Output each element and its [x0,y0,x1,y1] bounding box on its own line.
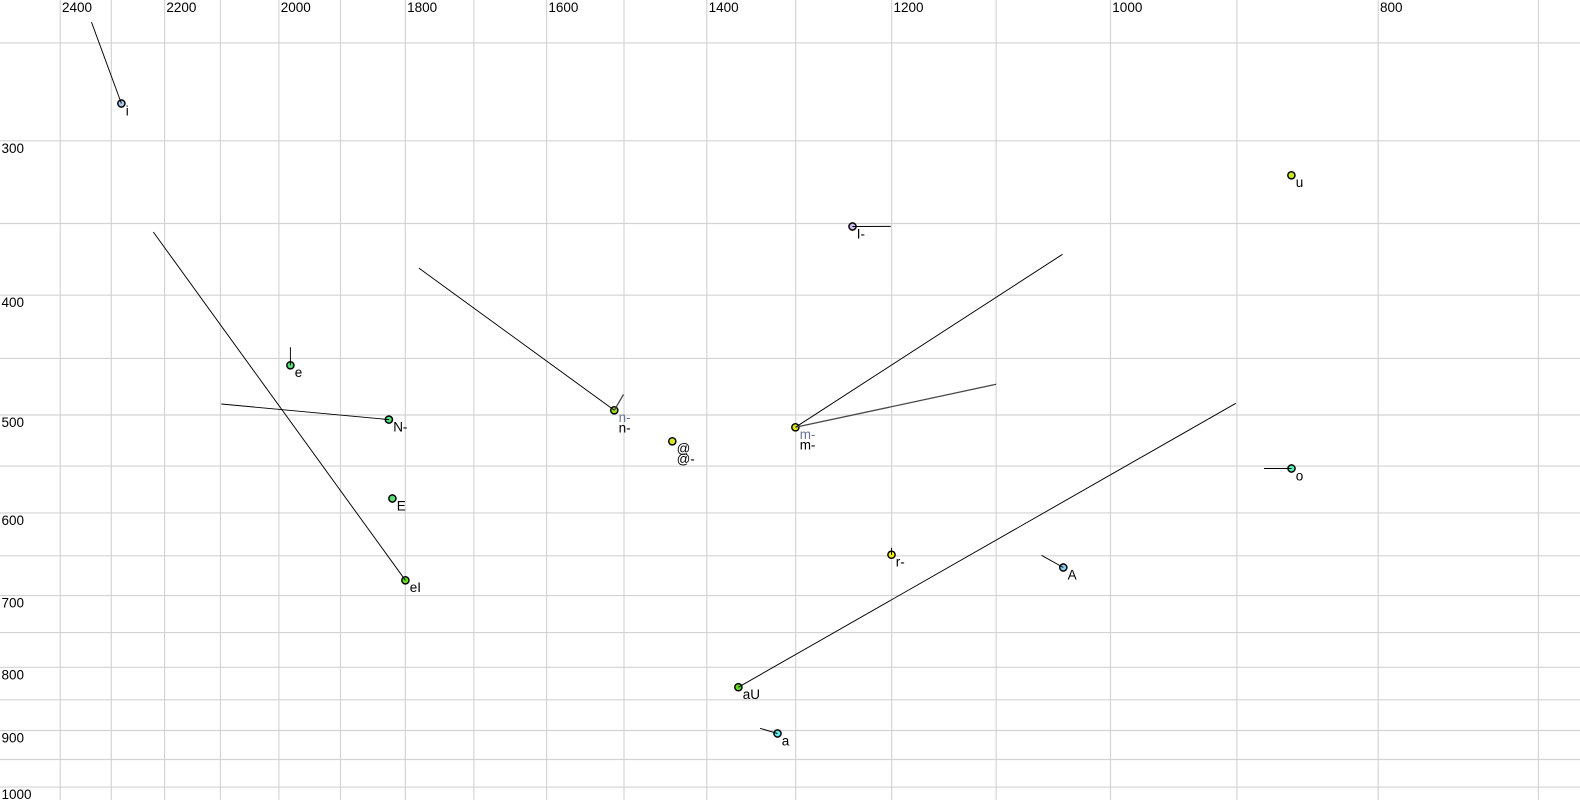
svg-text:800: 800 [1380,0,1403,15]
svg-text:500: 500 [2,415,25,430]
svg-text:1600: 1600 [548,0,578,15]
svg-text:n-: n- [619,420,631,435]
svg-text:700: 700 [2,596,25,611]
svg-text:i: i [126,103,129,118]
svg-text:1800: 1800 [407,0,437,15]
svg-text:1000: 1000 [2,787,32,800]
svg-text:1400: 1400 [709,0,739,15]
svg-text:m-: m- [800,437,816,452]
svg-text:600: 600 [2,513,25,528]
svg-text:900: 900 [2,731,25,746]
svg-text:E: E [397,498,406,513]
svg-text:300: 300 [2,141,25,156]
svg-text:1200: 1200 [894,0,924,15]
svg-text:A: A [1068,567,1077,582]
svg-text:I-: I- [857,226,865,241]
svg-text:e: e [295,365,303,380]
svg-text:o: o [1296,468,1304,483]
svg-text:400: 400 [2,295,25,310]
svg-text:2200: 2200 [166,0,196,15]
svg-text:a: a [782,733,790,748]
svg-text:aU: aU [743,687,760,702]
svg-text:1000: 1000 [1112,0,1142,15]
svg-text:r-: r- [896,555,905,570]
svg-text:eI: eI [410,580,421,595]
svg-text:u: u [1296,175,1304,190]
svg-text:2000: 2000 [281,0,311,15]
svg-text:800: 800 [2,667,25,682]
svg-text:2400: 2400 [62,0,92,15]
svg-text:@-: @- [677,451,695,466]
svg-text:N-: N- [393,419,407,434]
